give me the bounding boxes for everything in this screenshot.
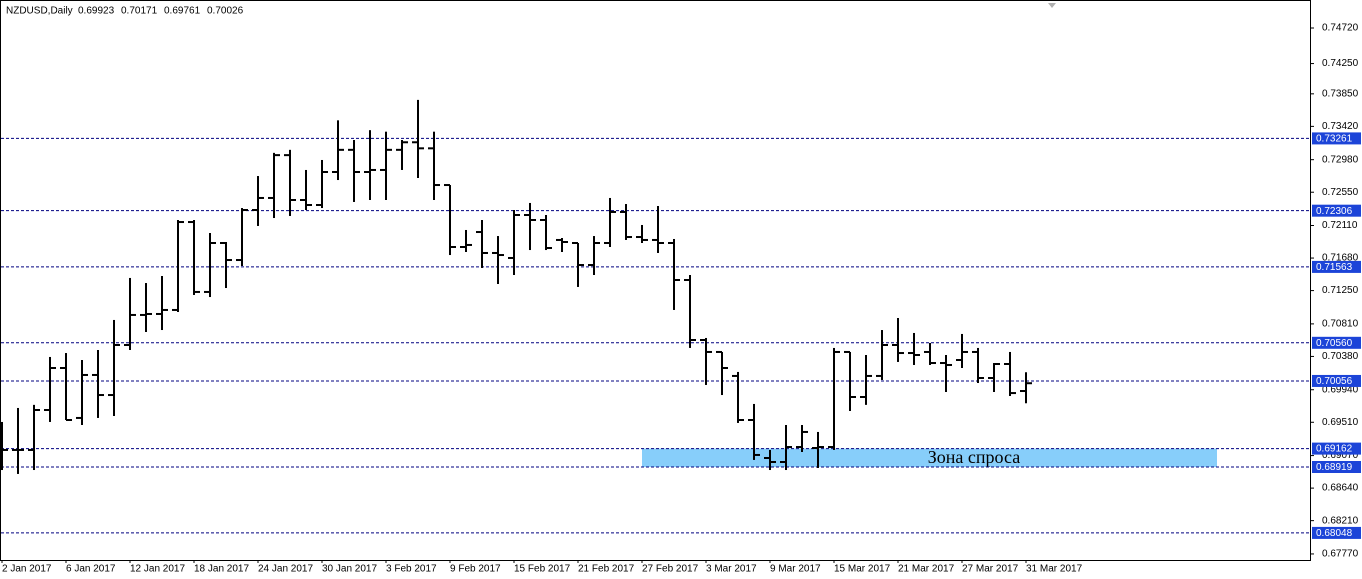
y-tick-label: 0.68210 — [1322, 515, 1359, 526]
y-tick-label: 0.74720 — [1322, 23, 1359, 34]
level-label-box — [1312, 260, 1361, 273]
y-tick-label: 0.67770 — [1322, 549, 1359, 560]
chart-title: NZDUSD,Daily — [6, 6, 73, 17]
y-tick-label: 0.73850 — [1322, 88, 1359, 99]
zone-label: Зона спроса — [928, 447, 1020, 467]
y-tick-label: 0.69510 — [1322, 417, 1359, 428]
x-tick-label: 15 Feb 2017 — [514, 564, 571, 575]
level-label-box — [1312, 132, 1361, 145]
x-tick-label: 27 Mar 2017 — [962, 564, 1019, 575]
header-low: 0.69761 — [164, 6, 201, 17]
y-tick-label: 0.73420 — [1322, 121, 1359, 132]
x-tick-label: 2 Jan 2017 — [2, 564, 52, 575]
y-tick-label: 0.69940 — [1322, 384, 1359, 395]
y-tick-label: 0.74250 — [1322, 58, 1359, 69]
level-label: 0.71563 — [1316, 262, 1353, 273]
y-tick-label: 0.69070 — [1322, 450, 1359, 461]
y-tick-label: 0.71250 — [1322, 285, 1359, 296]
x-tick-label: 9 Mar 2017 — [770, 564, 821, 575]
y-tick-label: 0.70810 — [1322, 319, 1359, 330]
level-label: 0.68048 — [1316, 528, 1353, 539]
y-tick-label: 0.70380 — [1322, 351, 1359, 362]
x-tick-label: 21 Mar 2017 — [898, 564, 955, 575]
x-tick-label: 3 Feb 2017 — [386, 564, 437, 575]
zone-layer: Зона спроса — [642, 447, 1217, 467]
level-label-box — [1312, 442, 1361, 455]
x-tick-label: 21 Feb 2017 — [578, 564, 635, 575]
level-label: 0.73261 — [1316, 134, 1353, 145]
level-layer — [1, 137, 1310, 534]
x-tick-label: 15 Mar 2017 — [834, 564, 891, 575]
level-label-box — [1312, 526, 1361, 539]
plot-frame — [0, 0, 1311, 561]
y-tick-label: 0.72550 — [1322, 187, 1359, 198]
level-label: 0.72306 — [1316, 206, 1353, 217]
axis-layer: 0.74720 0.74250 0.73850 0.73420 0.72980 0.725… — [1, 23, 1359, 575]
level-label-box — [1312, 336, 1361, 349]
x-tick-label: 18 Jan 2017 — [194, 564, 249, 575]
level-label: 0.70056 — [1316, 376, 1353, 387]
y-tick-label: 0.72110 — [1322, 220, 1358, 231]
level-label-box — [1312, 460, 1361, 473]
level-label: 0.69162 — [1316, 444, 1353, 455]
label-layer: 0.73261 0.72306 0.71563 0.70560 0.70056 0.691… — [1312, 132, 1361, 539]
header-open: 0.69923 — [78, 6, 115, 17]
y-tick-label: 0.72980 — [1322, 154, 1359, 165]
y-tick-label: 0.71680 — [1322, 253, 1359, 264]
x-tick-label: 6 Jan 2017 — [66, 564, 116, 575]
level-label: 0.68919 — [1316, 462, 1353, 473]
x-tick-label: 24 Jan 2017 — [258, 564, 313, 575]
level-label-box — [1312, 204, 1361, 217]
shift-marker — [1048, 3, 1056, 8]
bar-layer — [0, 99, 1032, 474]
y-tick-label: 0.68640 — [1322, 483, 1359, 494]
x-tick-label: 9 Feb 2017 — [450, 564, 501, 575]
x-tick-label: 27 Feb 2017 — [642, 564, 699, 575]
x-tick-label: 30 Jan 2017 — [322, 564, 377, 575]
x-tick-label: 31 Mar 2017 — [1026, 564, 1083, 575]
header-high: 0.70171 — [121, 6, 158, 17]
x-tick-label: 3 Mar 2017 — [706, 564, 757, 575]
header-close: 0.70026 — [207, 6, 244, 17]
level-label: 0.70560 — [1316, 338, 1353, 349]
level-label-box — [1312, 374, 1361, 387]
x-tick-label: 12 Jan 2017 — [130, 564, 185, 575]
